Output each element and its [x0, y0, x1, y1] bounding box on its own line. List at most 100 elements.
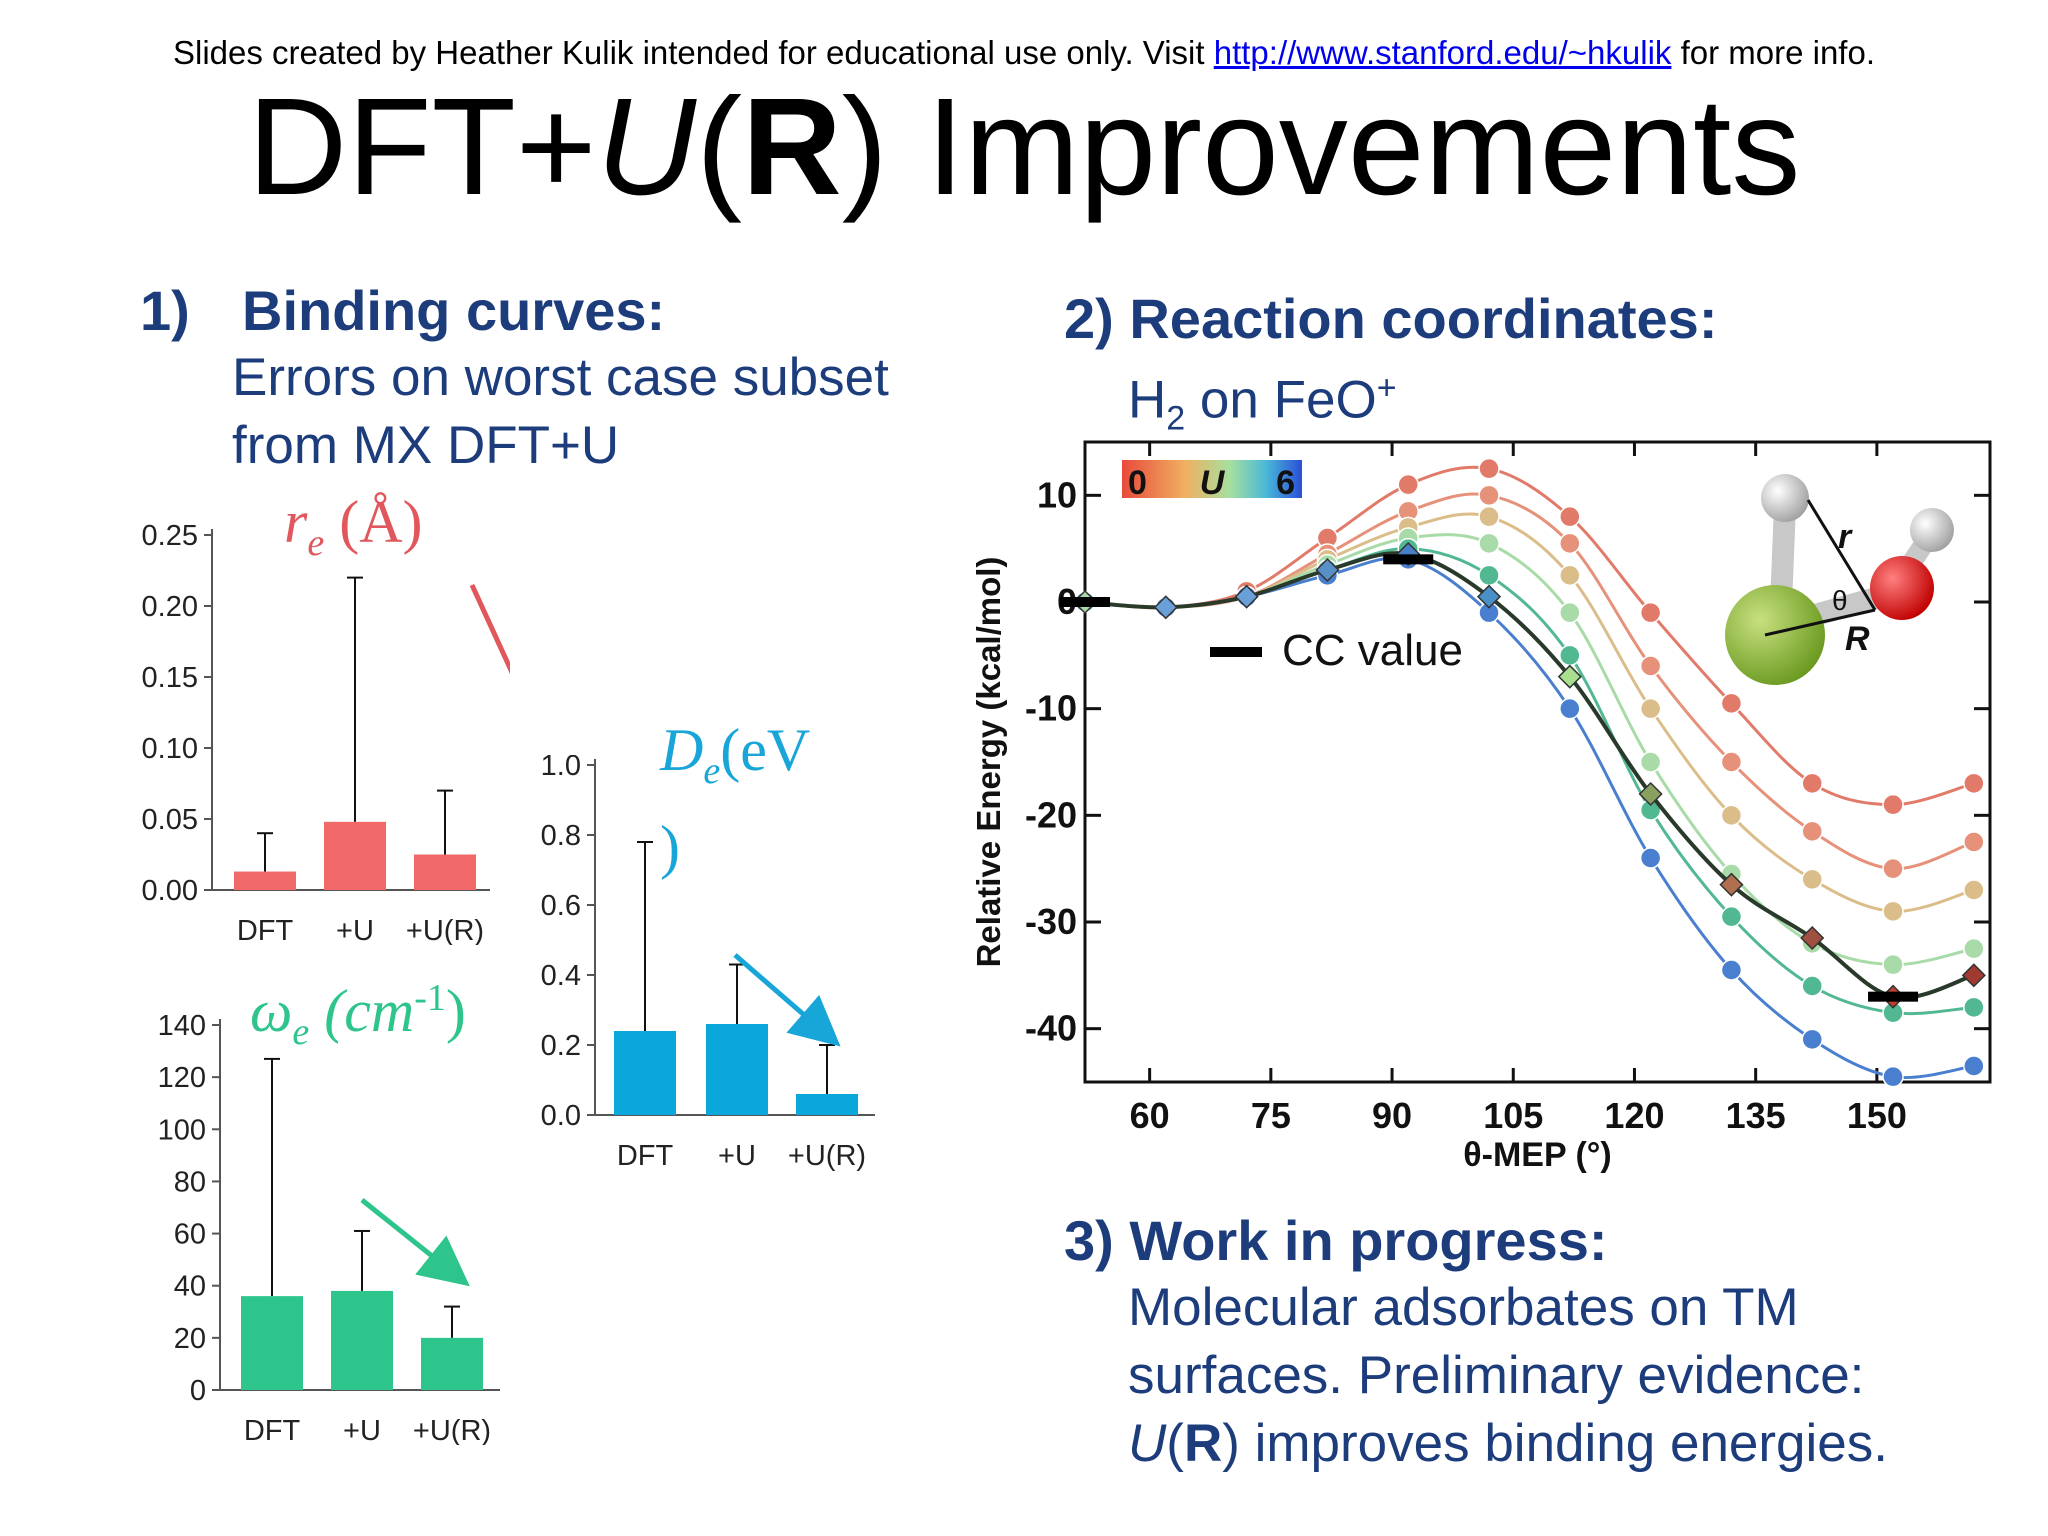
we-label-part: ω	[250, 978, 293, 1044]
series-point	[1559, 697, 1581, 720]
ur-point	[1557, 664, 1582, 689]
R-vector	[1764, 608, 1876, 637]
y-tick-label: 0.2	[541, 1030, 581, 1062]
series-point	[1720, 751, 1743, 773]
re-label: re (Å)	[284, 488, 423, 565]
series-point	[1720, 804, 1743, 827]
slide-title: DFT+U(R) Improvements	[0, 72, 2048, 222]
series-point	[1559, 564, 1581, 587]
x-tick-label: 135	[1726, 1095, 1786, 1136]
y-tick-label: 120	[158, 1062, 206, 1094]
re-bar-chart: 0.00 0.05 0.10 0.15 0.20 0.25 DFT +U +U(R)	[142, 520, 510, 945]
ur-point	[1153, 595, 1178, 620]
subtitle-part: 2	[1166, 399, 1186, 438]
x-tick-label: 90	[1372, 1095, 1412, 1136]
series-point	[1963, 831, 1985, 853]
section2-heading: 2) Reaction coordinates:	[1064, 287, 1718, 350]
series-point	[1639, 601, 1662, 624]
ur-point	[1719, 872, 1744, 897]
we-bar-chart: 0 20 40 60 80 100 120 140 DFT +U +U(R)	[158, 1010, 500, 1445]
y-tick-label: 0.25	[142, 520, 198, 552]
we-label-part: )	[445, 978, 466, 1044]
y-axis-label: Relative Energy (kcal/mol)	[970, 557, 1007, 968]
de-bar-chart: 0.0 0.2 0.4 0.6 0.8 1.0 DFT +U +U(R)	[541, 755, 875, 1172]
subtitle-part: +	[1376, 369, 1397, 407]
y-tick-label: 1.0	[541, 755, 581, 782]
re-label-part: r	[284, 489, 308, 555]
series-point	[1559, 505, 1581, 528]
y-tick-label: 0.20	[142, 591, 198, 623]
bar	[614, 1031, 676, 1115]
r-vector	[1806, 499, 1877, 611]
x-tick-label: DFT	[237, 915, 294, 945]
series-point	[1801, 820, 1823, 843]
we-label-part: (cm	[309, 978, 415, 1044]
series-point	[1963, 937, 1985, 960]
colorbar-min: 0	[1128, 464, 1147, 502]
de-label-part: (eV	[720, 717, 811, 783]
y-tick-label: 100	[158, 1114, 206, 1146]
x-tick-label: 60	[1130, 1095, 1170, 1136]
bar	[414, 854, 476, 890]
title-part: U	[596, 70, 697, 224]
section3-line3: U(R) improves binding energies.	[1128, 1410, 1888, 1478]
r-label: r	[1838, 518, 1853, 556]
series-point	[1559, 644, 1581, 667]
we-label-part: -1	[414, 977, 446, 1019]
improvement-arrow	[360, 1198, 470, 1287]
title-part: DFT+	[247, 70, 597, 224]
cc-legend-label: CC value	[1282, 626, 1463, 675]
section1-line1: Errors on worst case subset	[232, 348, 889, 407]
series-point	[1882, 857, 1904, 880]
subtitle-part: on FeO	[1185, 370, 1377, 430]
y-tick-label: 140	[158, 1010, 206, 1042]
cc-marker	[1868, 991, 1919, 1002]
x-tick-label: 150	[1847, 1095, 1907, 1136]
x-tick-label: 120	[1604, 1095, 1664, 1136]
x-tick-label: DFT	[617, 1140, 674, 1172]
colorbar-label: U	[1200, 464, 1226, 502]
series-point	[1639, 655, 1662, 677]
line3-part: (	[1166, 1414, 1184, 1473]
bar	[421, 1337, 483, 1390]
de-label-part: )	[660, 814, 680, 880]
de-label: De(eV)	[660, 712, 810, 885]
series-point	[1882, 900, 1904, 923]
plot-frame	[1083, 440, 1992, 1084]
title-part: ) Improvements	[841, 70, 1801, 224]
x-tick-label: 105	[1483, 1095, 1543, 1136]
x-tick-label: 75	[1251, 1095, 1291, 1136]
cc-legend-swatch	[1210, 647, 1262, 657]
bar	[324, 821, 386, 890]
credit-prefix: Slides created by Heather Kulik intended…	[173, 34, 1214, 71]
x-tick-label: +U	[718, 1140, 756, 1172]
bar	[234, 871, 296, 890]
series-point	[1478, 484, 1500, 507]
x-tick-label: +U	[343, 1415, 381, 1445]
we-label: ωe (cm-1)	[250, 976, 466, 1054]
series-point	[1478, 532, 1500, 555]
series-point	[1478, 564, 1500, 587]
de-label-part: D	[660, 717, 704, 783]
ur-point	[1234, 584, 1259, 609]
series-point	[1882, 1065, 1904, 1088]
series-point	[1963, 1055, 1985, 1077]
section1-heading: Binding curves:	[242, 279, 666, 342]
section3-heading: 3) Work in progress:	[1064, 1209, 1608, 1272]
y-tick-label: -40	[1025, 1008, 1077, 1049]
y-tick-label: 0.10	[142, 733, 198, 765]
colorbar	[1122, 460, 1302, 498]
y-tick-label: 0	[190, 1375, 206, 1407]
credit-link[interactable]: http://www.stanford.edu/~hkulik	[1213, 34, 1672, 71]
re-label-part: e	[307, 522, 325, 564]
y-tick-label: -10	[1025, 688, 1077, 729]
hydrogen-atom	[1910, 508, 1954, 552]
section1-number: 1)	[140, 279, 190, 342]
section2-subtitle: H2 on FeO+	[1128, 354, 1397, 452]
series-point	[1963, 772, 1985, 795]
oxygen-atom	[1870, 556, 1934, 620]
series-point	[1720, 959, 1743, 981]
section1-line2: from MX DFT+U	[232, 416, 620, 475]
cc-marker	[1383, 554, 1434, 565]
series-point	[1882, 793, 1904, 816]
